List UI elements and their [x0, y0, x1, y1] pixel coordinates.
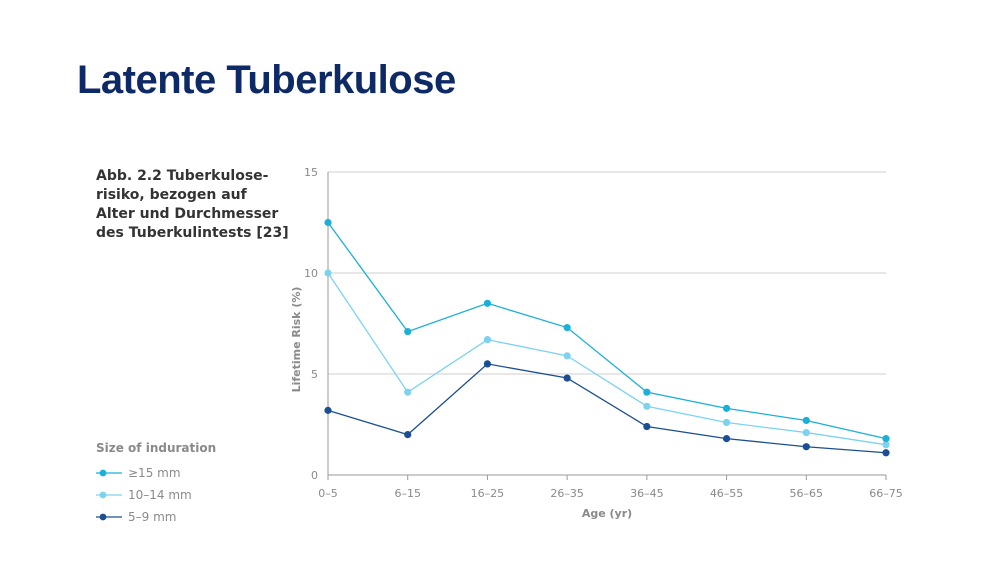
legend-item: 10–14 mm: [96, 484, 216, 506]
data-point: [882, 435, 890, 443]
series-line: [327, 363, 887, 454]
data-point: [324, 406, 332, 414]
data-point: [643, 402, 651, 410]
x-tick-label: 26–35: [550, 487, 584, 500]
x-tick-label: 6–15: [394, 487, 421, 500]
x-tick-label: 46–55: [710, 487, 744, 500]
data-point: [802, 428, 810, 437]
y-tick-label: 5: [311, 368, 318, 381]
legend-items: ≥15 mm 10–14 mm 5–9 mm: [96, 462, 216, 528]
data-point: [483, 360, 492, 368]
axes: [327, 172, 887, 480]
legend-label: 10–14 mm: [128, 488, 192, 502]
x-tick-label: 66–75: [869, 487, 903, 500]
series-lines: [324, 218, 890, 457]
data-point: [722, 404, 731, 412]
data-point: [563, 374, 571, 382]
x-tick-label: 0–5: [318, 487, 338, 500]
data-point: [802, 443, 810, 451]
data-point: [404, 388, 412, 396]
data-point: [404, 327, 412, 336]
data-point: [483, 299, 492, 307]
legend-swatch: [96, 513, 122, 521]
data-point: [643, 388, 651, 396]
data-point: [563, 352, 571, 360]
data-point: [802, 416, 810, 425]
y-tick-label: 10: [304, 267, 318, 280]
y-tick-label: 0: [311, 469, 318, 482]
legend-label: ≥15 mm: [128, 466, 181, 480]
slide-title: Latente Tuberkulose: [77, 58, 456, 102]
legend-swatch: [96, 491, 122, 499]
series-10–14 mm: [324, 269, 890, 449]
legend-swatch: [96, 469, 122, 477]
data-point: [324, 269, 332, 277]
legend-title: Size of induration: [96, 441, 217, 455]
tick-labels: 0 5 10 15 0–5 6–15 16–25 26–35 36–45 46–55 56–65 66…: [290, 166, 903, 520]
series-≥15 mm: [324, 218, 890, 443]
x-tick-label: 56–65: [790, 487, 824, 500]
data-point: [404, 431, 412, 439]
legend-item: ≥15 mm: [96, 462, 216, 484]
data-point: [643, 422, 651, 431]
figure-caption: Abb. 2.2 Tuberkulose- risiko, bezogen au…: [96, 168, 289, 241]
data-point: [722, 418, 731, 427]
legend-item: 5–9 mm: [96, 506, 216, 528]
data-point: [563, 323, 571, 332]
data-point: [722, 435, 731, 443]
x-tick-label: 16–25: [471, 487, 505, 500]
data-point: [882, 441, 890, 449]
x-axis-title: Age (yr): [582, 507, 632, 520]
y-axis-title: Lifetime Risk (%): [290, 287, 303, 393]
grid-lines: [328, 171, 886, 375]
data-point: [324, 218, 332, 227]
chart-legend: Size of induration ≥15 mm 10–14 mm 5–9 mm: [96, 441, 216, 528]
x-tick-label: 36–45: [630, 487, 664, 500]
series-line: [327, 272, 887, 446]
data-point: [882, 449, 890, 457]
data-point: [483, 336, 492, 344]
legend-label: 5–9 mm: [128, 510, 177, 524]
series-5–9 mm: [324, 360, 890, 457]
series-line: [327, 222, 887, 440]
y-tick-label: 15: [304, 166, 318, 179]
